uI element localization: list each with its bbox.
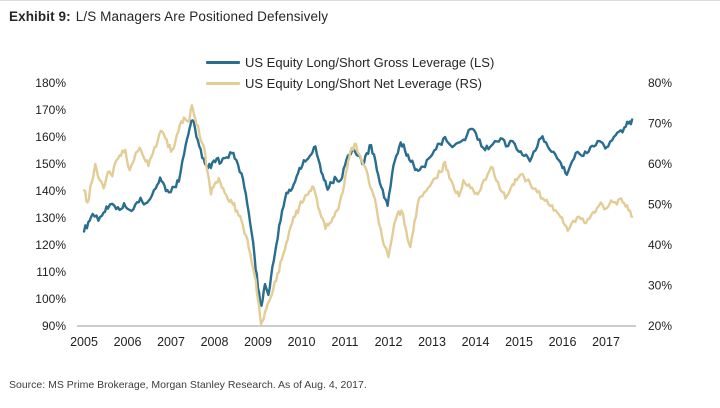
svg-text:30%: 30% — [648, 279, 672, 293]
svg-text:2016: 2016 — [549, 335, 577, 349]
svg-text:40%: 40% — [648, 238, 672, 252]
source-note: Source: MS Prime Brokerage, Morgan Stanl… — [9, 379, 367, 391]
svg-text:180%: 180% — [35, 76, 66, 90]
svg-text:60%: 60% — [648, 157, 672, 171]
page-title: Exhibit 9: L/S Managers Are Positioned De… — [9, 9, 328, 24]
svg-text:100%: 100% — [35, 292, 66, 306]
chart-legend: US Equity Long/Short Gross Leverage (LS)… — [206, 52, 494, 94]
legend-item-net: US Equity Long/Short Net Leverage (RS) — [206, 73, 494, 94]
svg-text:140%: 140% — [35, 184, 66, 198]
net-leverage-line-swatch — [206, 82, 240, 85]
svg-text:2009: 2009 — [244, 335, 272, 349]
svg-text:130%: 130% — [35, 211, 66, 225]
svg-text:170%: 170% — [35, 103, 66, 117]
legend-label-gross: US Equity Long/Short Gross Leverage (LS) — [245, 55, 495, 70]
svg-text:2010: 2010 — [288, 335, 316, 349]
svg-text:90%: 90% — [42, 319, 66, 333]
svg-text:2011: 2011 — [332, 335, 359, 349]
svg-text:2005: 2005 — [70, 335, 98, 349]
gross-leverage-line-swatch — [206, 61, 240, 64]
legend-label-net: US Equity Long/Short Net Leverage (RS) — [245, 76, 483, 91]
svg-text:2014: 2014 — [462, 335, 490, 349]
svg-text:2012: 2012 — [375, 335, 403, 349]
svg-text:150%: 150% — [35, 157, 66, 171]
svg-text:20%: 20% — [648, 319, 672, 333]
svg-text:160%: 160% — [35, 130, 66, 144]
svg-text:2017: 2017 — [592, 335, 620, 349]
svg-text:70%: 70% — [648, 117, 672, 131]
svg-text:2006: 2006 — [114, 335, 142, 349]
svg-text:2007: 2007 — [157, 335, 185, 349]
svg-text:80%: 80% — [648, 76, 672, 90]
exhibit-label: Exhibit 9: — [9, 9, 71, 24]
exhibit-title-text: L/S Managers Are Positioned Defensively — [75, 9, 329, 24]
svg-text:120%: 120% — [35, 238, 66, 252]
svg-text:2015: 2015 — [505, 335, 533, 349]
svg-text:2008: 2008 — [201, 335, 229, 349]
legend-item-gross: US Equity Long/Short Gross Leverage (LS) — [206, 52, 494, 73]
svg-text:110%: 110% — [36, 265, 66, 279]
svg-text:2013: 2013 — [418, 335, 446, 349]
svg-text:50%: 50% — [648, 198, 672, 212]
